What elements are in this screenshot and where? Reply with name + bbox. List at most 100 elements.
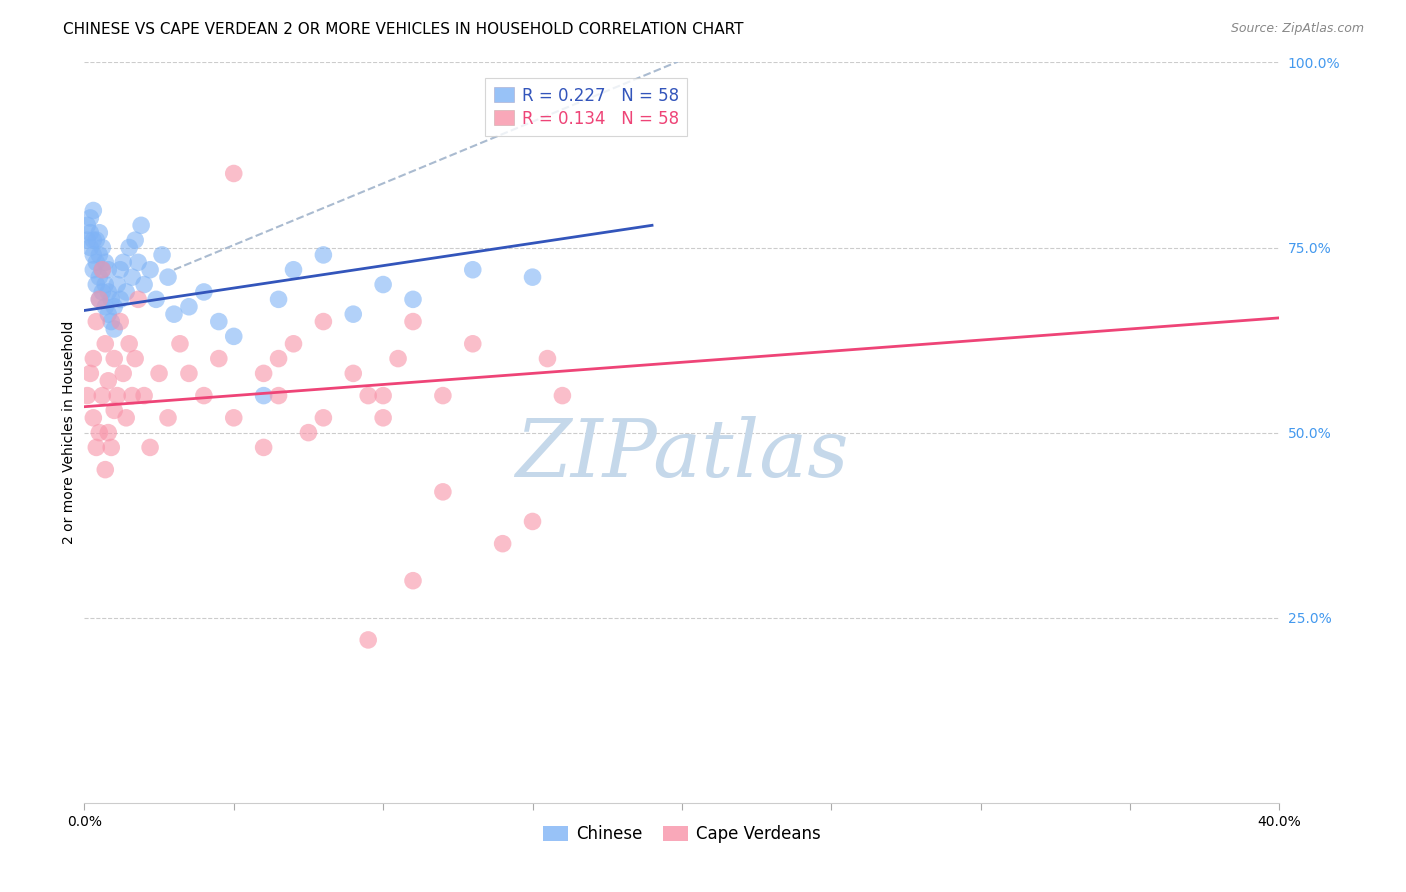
Point	[105, 388, 128, 402]
Point	[79, 211, 101, 225]
Point	[94, 462, 117, 476]
Point	[91, 262, 114, 277]
Point	[94, 255, 117, 269]
Point	[110, 262, 132, 277]
Point	[193, 388, 215, 402]
Point	[267, 388, 290, 402]
Text: CHINESE VS CAPE VERDEAN 2 OR MORE VEHICLES IN HOUSEHOLD CORRELATION CHART: CHINESE VS CAPE VERDEAN 2 OR MORE VEHICL…	[63, 22, 744, 37]
Point	[127, 255, 149, 269]
Point	[163, 307, 186, 321]
Point	[97, 262, 120, 277]
Point	[129, 219, 152, 233]
Point	[91, 285, 114, 299]
Point	[551, 388, 574, 402]
Point	[103, 403, 125, 417]
Point	[94, 336, 117, 351]
Point	[253, 388, 276, 402]
Point	[522, 515, 544, 529]
Point	[208, 314, 231, 328]
Point	[82, 203, 104, 218]
Point	[522, 270, 544, 285]
Point	[110, 314, 132, 328]
Point	[157, 410, 180, 425]
Point	[267, 351, 290, 366]
Point	[121, 388, 143, 402]
Point	[139, 262, 162, 277]
Point	[89, 270, 111, 285]
Point	[373, 388, 395, 402]
Point	[312, 410, 335, 425]
Point	[82, 248, 104, 262]
Point	[86, 314, 108, 328]
Y-axis label: 2 or more Vehicles in Household: 2 or more Vehicles in Household	[62, 321, 76, 544]
Point	[100, 293, 122, 307]
Point	[373, 410, 395, 425]
Point	[461, 336, 484, 351]
Point	[150, 248, 173, 262]
Point	[342, 367, 364, 381]
Point	[267, 293, 290, 307]
Point	[387, 351, 409, 366]
Point	[91, 262, 114, 277]
Point	[112, 367, 135, 381]
Point	[148, 367, 170, 381]
Point	[103, 322, 125, 336]
Point	[105, 277, 128, 292]
Point	[89, 425, 111, 440]
Point	[76, 233, 98, 247]
Point	[342, 307, 364, 321]
Point	[86, 277, 108, 292]
Point	[145, 293, 167, 307]
Point	[94, 300, 117, 314]
Point	[157, 270, 180, 285]
Text: Source: ZipAtlas.com: Source: ZipAtlas.com	[1230, 22, 1364, 36]
Point	[132, 388, 156, 402]
Point	[253, 441, 276, 455]
Legend: Chinese, Cape Verdeans: Chinese, Cape Verdeans	[536, 819, 828, 850]
Point	[89, 293, 111, 307]
Point	[461, 262, 484, 277]
Point	[357, 388, 380, 402]
Point	[357, 632, 380, 647]
Point	[283, 336, 305, 351]
Point	[97, 425, 120, 440]
Point	[82, 410, 104, 425]
Point	[177, 300, 200, 314]
Point	[373, 277, 395, 292]
Point	[103, 300, 125, 314]
Point	[89, 293, 111, 307]
Point	[94, 277, 117, 292]
Point	[124, 233, 146, 247]
Point	[100, 441, 122, 455]
Point	[432, 484, 454, 499]
Point	[222, 166, 245, 180]
Point	[402, 314, 425, 328]
Point	[89, 248, 111, 262]
Point	[82, 262, 104, 277]
Point	[86, 233, 108, 247]
Point	[297, 425, 319, 440]
Point	[402, 574, 425, 588]
Point	[492, 536, 515, 550]
Point	[100, 314, 122, 328]
Point	[79, 226, 101, 240]
Point	[91, 388, 114, 402]
Point	[76, 388, 98, 402]
Point	[115, 410, 138, 425]
Point	[86, 441, 108, 455]
Point	[115, 285, 138, 299]
Point	[86, 255, 108, 269]
Point	[283, 262, 305, 277]
Point	[97, 374, 120, 388]
Point	[97, 285, 120, 299]
Point	[253, 367, 276, 381]
Point	[536, 351, 558, 366]
Point	[82, 233, 104, 247]
Point	[169, 336, 191, 351]
Point	[97, 307, 120, 321]
Point	[112, 255, 135, 269]
Point	[402, 293, 425, 307]
Point	[82, 351, 104, 366]
Point	[118, 240, 141, 255]
Point	[432, 388, 454, 402]
